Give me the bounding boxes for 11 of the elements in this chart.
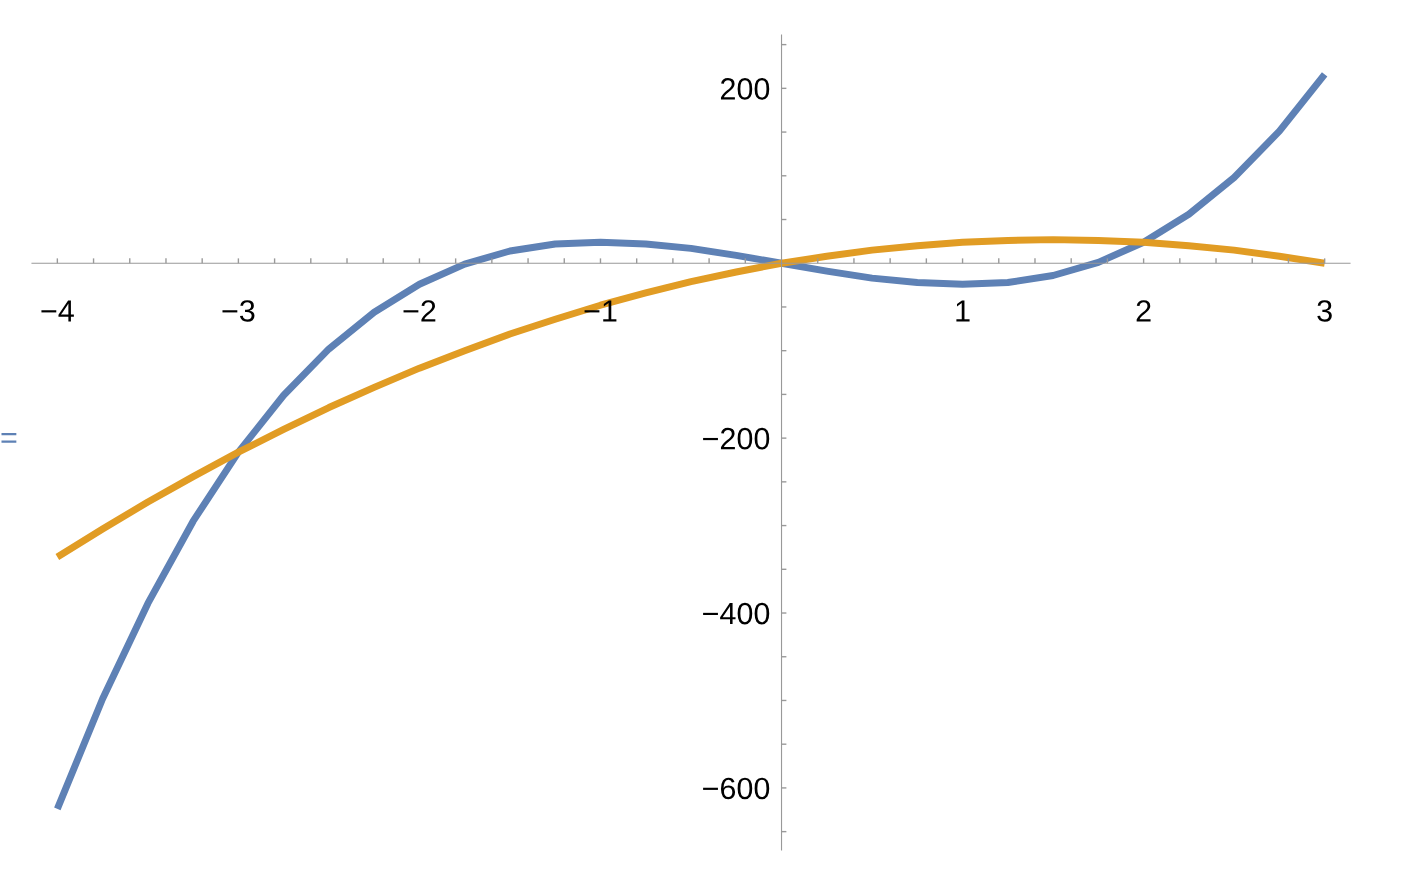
y-tick-label: 200 (720, 78, 770, 100)
x-tick-label: 3 (1317, 300, 1332, 322)
y-tick-label: −600 (703, 777, 770, 800)
x-tick-label: −3 (222, 300, 255, 322)
x-tick-label: 2 (1136, 300, 1151, 322)
x-tick-label: −2 (403, 300, 436, 322)
x-tick-label: 1 (956, 300, 970, 322)
y-tick-label: −400 (703, 602, 770, 625)
x-tick-label: −4 (41, 300, 74, 322)
y-tick-label: −200 (703, 427, 770, 450)
text: = (1, 432, 17, 443)
